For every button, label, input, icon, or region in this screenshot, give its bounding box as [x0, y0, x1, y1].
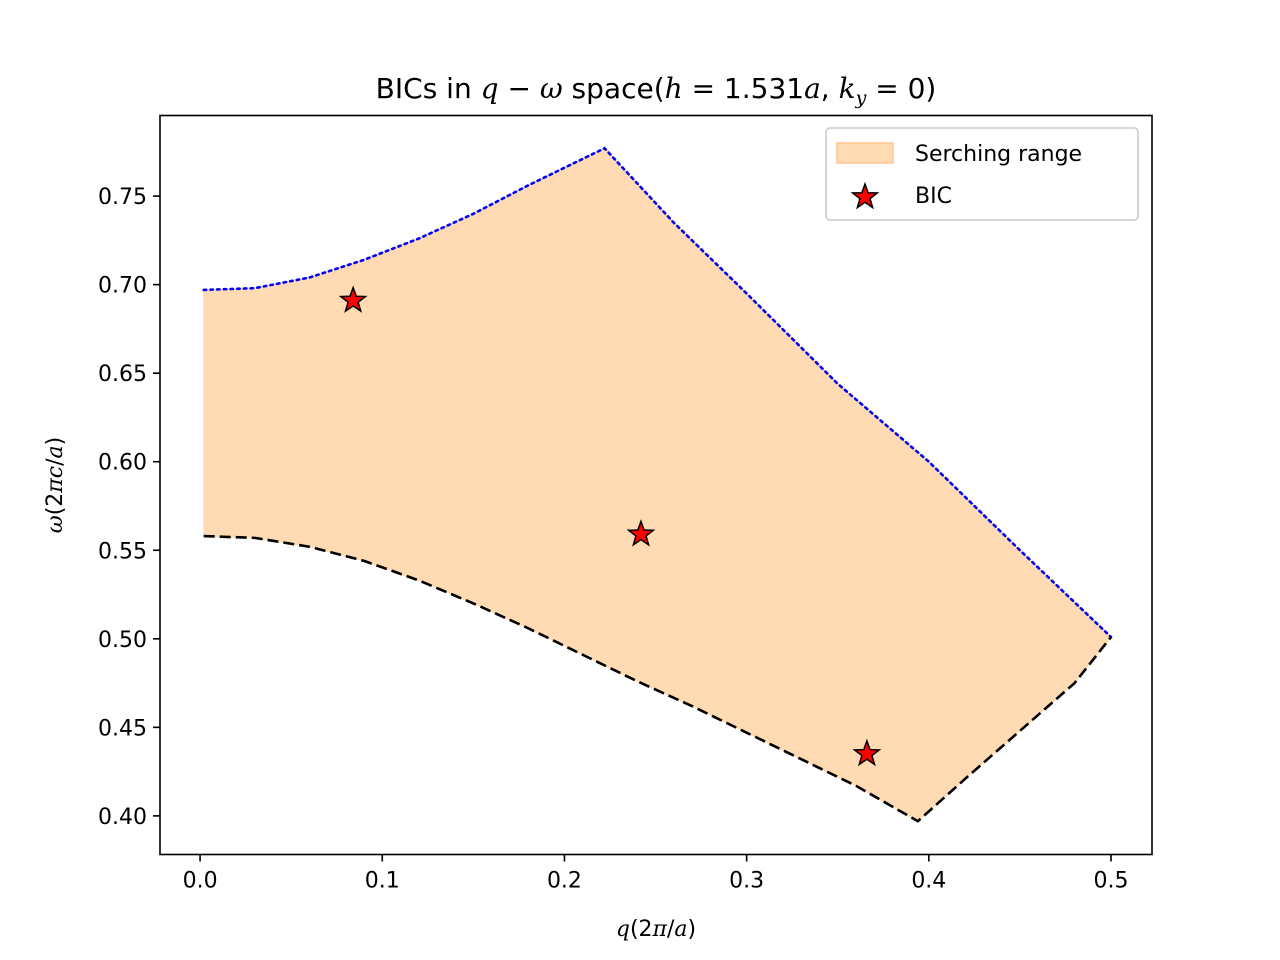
x-tick-label: 0.0 — [183, 869, 218, 894]
y-tick-label: 0.55 — [98, 539, 147, 564]
axes-frame — [159, 114, 1153, 856]
x-tick-label: 0.2 — [547, 869, 582, 894]
x-tick-label: 0.1 — [365, 869, 400, 894]
legend-swatch-searching-range — [836, 142, 894, 164]
x-tick-label: 0.4 — [911, 869, 946, 894]
y-tick-label: 0.45 — [98, 716, 147, 741]
y-axis-ticks: 0.40 0.45 0.50 0.55 0.60 0.65 0.70 0.75 — [98, 185, 160, 830]
legend-star-icon — [850, 181, 880, 210]
bic-markers — [338, 285, 882, 767]
y-tick-label: 0.75 — [98, 185, 147, 210]
legend-frame — [825, 127, 1139, 221]
chart-title: BICs in q − ω space(h = 1.531a, ky = 0) — [376, 72, 937, 109]
x-axis-label: q(2π/a) — [616, 917, 696, 942]
y-axis-label: ω(2πc/a) — [43, 437, 68, 533]
legend-label-searching-range: Serching range — [915, 142, 1082, 167]
legend-label-bic: BIC — [915, 184, 952, 209]
y-tick-label: 0.40 — [98, 805, 147, 830]
legend: Serching range BIC — [825, 127, 1139, 221]
y-tick-label: 0.60 — [98, 451, 147, 476]
upper-boundary-line — [202, 146, 1113, 639]
x-axis-label-q: q — [616, 917, 630, 942]
plot-area — [202, 146, 1113, 823]
y-tick-label: 0.70 — [98, 274, 147, 299]
bic-marker — [626, 519, 656, 547]
y-tick-label: 0.50 — [98, 628, 147, 653]
lower-boundary-line — [203, 534, 1113, 823]
x-axis-ticks: 0.0 0.1 0.2 0.3 0.4 0.5 — [183, 854, 1129, 894]
y-tick-label: 0.65 — [98, 362, 147, 387]
x-tick-label: 0.3 — [729, 869, 764, 894]
x-tick-label: 0.5 — [1094, 869, 1129, 894]
bic-marker — [338, 285, 368, 313]
bic-marker — [852, 738, 882, 767]
